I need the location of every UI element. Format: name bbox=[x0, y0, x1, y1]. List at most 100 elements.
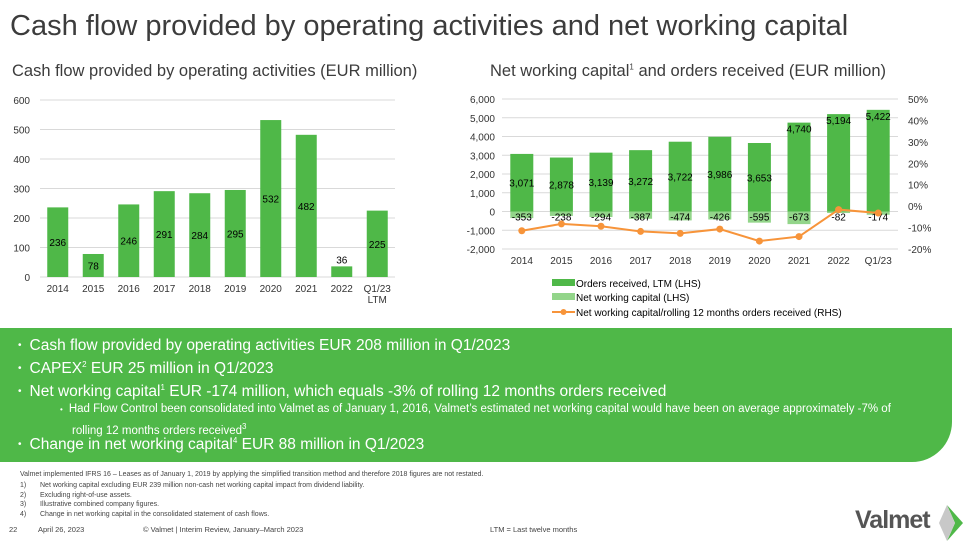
y-tick-label: 600 bbox=[13, 96, 30, 107]
ratio-point bbox=[676, 229, 684, 237]
y-right-tick-label: 20% bbox=[908, 159, 928, 170]
y-tick-label: 400 bbox=[13, 155, 30, 166]
footnote-item: 4) Change in net working capital in the c… bbox=[20, 510, 270, 518]
valmet-logo-icon bbox=[939, 505, 963, 541]
data-label: 532 bbox=[262, 195, 279, 206]
legend-nwc-swatch bbox=[552, 293, 575, 300]
orders-bar bbox=[668, 141, 692, 212]
x-tick-label: 2019 bbox=[224, 284, 247, 295]
y-left-tick-label: 0 bbox=[489, 208, 495, 219]
orders-bar bbox=[827, 114, 851, 212]
left-chart-title: Cash flow provided by operating activiti… bbox=[12, 62, 418, 80]
x-tick-label: 2022 bbox=[331, 284, 354, 295]
y-left-tick-label: 2,000 bbox=[470, 170, 495, 181]
bar bbox=[224, 189, 246, 277]
bar bbox=[366, 210, 388, 277]
ratio-point bbox=[835, 206, 843, 214]
bar bbox=[118, 204, 140, 277]
bar bbox=[189, 193, 211, 277]
orders-bar bbox=[747, 143, 771, 212]
orders-bar bbox=[787, 122, 811, 212]
nwc-label: -238 bbox=[551, 213, 571, 224]
x-tick-label: LTM bbox=[368, 295, 387, 306]
ratio-point bbox=[874, 209, 882, 217]
footer-ltm: LTM = Last twelve months bbox=[490, 525, 578, 534]
footer-source: © Valmet | Interim Review, January–March… bbox=[143, 525, 304, 534]
nwc-bar bbox=[668, 211, 692, 221]
bullet-nwc: • Net working capital1 EUR -174 million, … bbox=[18, 383, 667, 401]
y-tick-label: 500 bbox=[13, 126, 30, 137]
nwc-label: -174 bbox=[868, 213, 888, 224]
x-tick-label: 2019 bbox=[709, 256, 732, 267]
y-left-tick-label: 5,000 bbox=[470, 114, 495, 125]
orders-label: 3,653 bbox=[747, 173, 772, 184]
y-left-tick-label: 1,000 bbox=[470, 189, 495, 200]
nwc-label: -595 bbox=[749, 213, 769, 224]
orders-label: 5,422 bbox=[866, 112, 891, 123]
orders-bar bbox=[708, 136, 732, 212]
footnote-intro: Valmet implemented IFRS 16 – Leases as o… bbox=[20, 471, 484, 478]
orders-label: 3,986 bbox=[707, 170, 732, 181]
nwc-bar bbox=[510, 211, 534, 219]
y-tick-label: 100 bbox=[13, 244, 30, 255]
orders-bar bbox=[589, 152, 613, 212]
nwc-label: -474 bbox=[670, 213, 690, 224]
x-tick-label: 2015 bbox=[82, 284, 105, 295]
right-title-sup: 1 bbox=[629, 62, 634, 72]
x-tick-label: 2017 bbox=[153, 284, 176, 295]
valmet-logo: Valmet bbox=[855, 506, 931, 534]
x-tick-label: Q1/23 bbox=[865, 256, 893, 267]
nwc-bar bbox=[549, 211, 573, 216]
x-tick-label: 2021 bbox=[788, 256, 811, 267]
x-tick-label: 2016 bbox=[118, 284, 141, 295]
data-label: 78 bbox=[88, 261, 100, 272]
x-tick-label: 2018 bbox=[669, 256, 692, 267]
nwc-bar bbox=[708, 211, 732, 220]
bar bbox=[153, 191, 175, 277]
highlights-box: • Cash flow provided by operating activit… bbox=[0, 328, 952, 462]
x-tick-label: 2020 bbox=[260, 284, 283, 295]
nwc-label: -353 bbox=[512, 213, 532, 224]
x-tick-label: 2016 bbox=[590, 256, 613, 267]
bullet-cashflow: • Cash flow provided by operating activit… bbox=[18, 337, 511, 354]
nwc-chart: -2,000 -1,000 0 1,000 2,000 3,000 4,000 5,000 6,… bbox=[467, 95, 932, 319]
nwc-label: -673 bbox=[789, 213, 809, 224]
right-title-a: Net working capital bbox=[490, 62, 630, 80]
data-label: 236 bbox=[49, 238, 66, 249]
nwc-bar bbox=[747, 211, 771, 223]
nwc-label: -82 bbox=[831, 213, 846, 224]
orders-label: 3,272 bbox=[628, 177, 653, 188]
y-right-tick-label: 10% bbox=[908, 181, 928, 192]
x-tick-label: 2018 bbox=[189, 284, 212, 295]
x-tick-label: 2014 bbox=[47, 284, 70, 295]
x-tick-label: 2017 bbox=[629, 256, 652, 267]
bar bbox=[331, 266, 353, 277]
right-chart-title: Net working capital1 and orders received… bbox=[490, 62, 886, 81]
orders-bar bbox=[549, 157, 573, 212]
nwc-label: -387 bbox=[631, 213, 651, 224]
data-label: 36 bbox=[336, 255, 348, 266]
orders-bar bbox=[629, 150, 653, 212]
y-left-tick-label: 4,000 bbox=[470, 133, 495, 144]
orders-bar bbox=[510, 153, 534, 212]
ratio-point bbox=[557, 220, 565, 228]
bar bbox=[295, 134, 317, 277]
y-right-tick-label: 30% bbox=[908, 138, 928, 149]
x-tick-label: 2014 bbox=[511, 256, 534, 267]
footer-date: April 26, 2023 bbox=[38, 525, 85, 534]
nwc-bar bbox=[787, 211, 811, 225]
ratio-point bbox=[755, 237, 763, 245]
y-right-tick-label: -10% bbox=[908, 224, 931, 235]
y-right-tick-label: -20% bbox=[908, 245, 931, 256]
y-tick-label: 300 bbox=[13, 185, 30, 196]
ratio-point bbox=[795, 233, 803, 241]
data-label: 284 bbox=[191, 231, 208, 242]
bullet-flow-control: • Had Flow Control been consolidated into… bbox=[60, 403, 891, 437]
bar bbox=[47, 207, 69, 277]
x-tick-label: 2021 bbox=[295, 284, 318, 295]
bullet-change-nwc: • Change in net working capital4 EUR 88 m… bbox=[18, 436, 425, 454]
footnote-item: 3) Illustrative combined company figures. bbox=[20, 501, 160, 508]
data-label: 225 bbox=[369, 240, 386, 251]
orders-label: 4,740 bbox=[786, 125, 811, 136]
orders-label: 5,194 bbox=[826, 116, 851, 127]
